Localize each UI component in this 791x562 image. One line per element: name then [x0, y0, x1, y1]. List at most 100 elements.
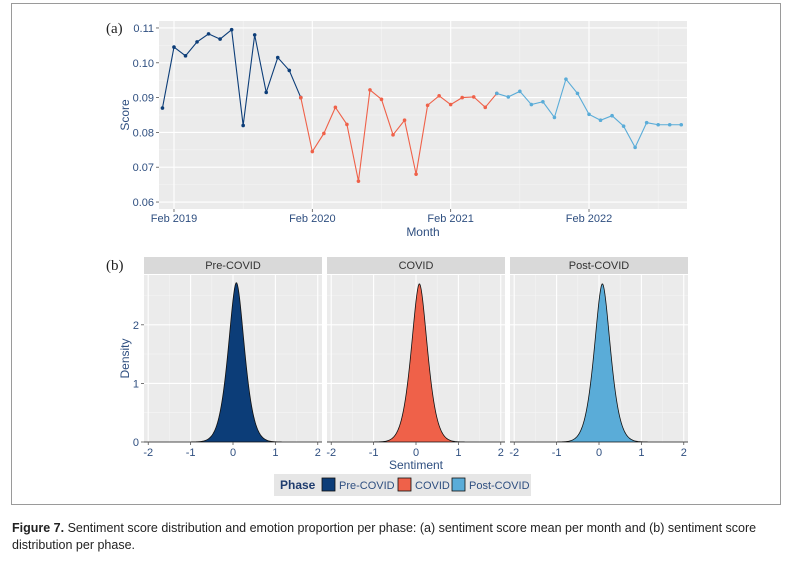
x-tick-label: 2	[498, 447, 504, 459]
chart-b-density-facets: Pre-COVID -2 -1 0 1 2 0 1 2 COVID -2 -1 0 1 2 Post-COVI…	[106, 257, 688, 472]
facet-strip-label: Post-COVID	[569, 260, 630, 272]
y-tick-label: 0.09	[133, 93, 154, 105]
y-tick-label: 2	[133, 320, 139, 332]
y-tick-label: 0.07	[133, 162, 154, 174]
y-tick-label: 0.06	[133, 197, 154, 209]
x-tick-label: -1	[186, 447, 196, 459]
data-point	[414, 172, 418, 176]
facet-strip	[327, 257, 505, 274]
y-tick-label: 0.11	[133, 23, 154, 35]
figure-frame	[11, 3, 781, 505]
caption-label: Figure 7.	[12, 521, 65, 535]
y-axis-title: Score	[118, 99, 132, 131]
data-point	[518, 89, 522, 94]
data-point	[483, 105, 488, 110]
x-tick-label: 0	[230, 447, 236, 459]
data-point	[587, 112, 591, 117]
x-tick-label: 1	[272, 447, 278, 459]
data-point	[552, 115, 557, 120]
data-point	[402, 118, 407, 123]
data-point	[379, 97, 384, 102]
facet-post-covid: Post-COVID -2 -1 0 1 2	[509, 257, 688, 459]
data-point	[506, 95, 511, 99]
data-point	[460, 95, 464, 100]
x-tick-label: Feb 2020	[289, 213, 335, 225]
data-point	[160, 106, 165, 110]
facet-pre-covid: Pre-COVID -2 -1 0 1 2 0 1 2	[133, 257, 322, 459]
legend-label: COVID	[415, 480, 450, 492]
caption-text: Sentiment score distribution and emotion…	[12, 521, 757, 552]
y-axis-title: Density	[118, 338, 132, 378]
series-line-covid	[300, 88, 498, 182]
facet-strip-label: COVID	[399, 260, 434, 272]
data-point	[183, 54, 188, 58]
x-tick-label: -2	[143, 447, 153, 459]
data-point	[621, 124, 626, 128]
data-point	[425, 103, 430, 108]
data-point	[368, 88, 372, 92]
x-tick-label: 2	[315, 447, 321, 459]
figure-svg: 0.06 0.07 0.08 0.09 0.10 0.11 Feb 2019 Feb 2020…	[106, 21, 688, 496]
facet-covid: COVID -2 -1 0 1 2	[326, 257, 505, 459]
panel-tag-a: (a)	[106, 21, 123, 37]
data-point	[218, 37, 222, 41]
data-point	[598, 118, 603, 123]
data-point	[633, 145, 637, 150]
legend-swatch-pre-covid	[321, 477, 336, 492]
data-point	[471, 95, 476, 99]
x-tick-label: Feb 2019	[151, 213, 197, 225]
x-tick-label: 0	[596, 447, 602, 459]
data-point	[298, 95, 303, 100]
data-point	[345, 122, 349, 127]
x-tick-label: -1	[552, 447, 562, 459]
x-tick-label: 2	[681, 447, 687, 459]
data-point	[275, 55, 280, 60]
data-point	[679, 122, 684, 127]
legend-label: Post-COVID	[469, 480, 530, 492]
facet-strip-label: Pre-COVID	[205, 260, 261, 272]
data-point	[252, 33, 257, 37]
chart-a-monthly-score: 0.06 0.07 0.08 0.09 0.10 0.11 Feb 2019 Feb 2020…	[106, 21, 687, 239]
data-point	[229, 27, 234, 32]
data-point	[541, 99, 545, 104]
data-point	[333, 105, 338, 110]
data-point	[310, 149, 315, 154]
x-tick-label: 1	[455, 447, 461, 459]
legend-label: Pre-COVID	[339, 480, 395, 492]
legend-swatch-covid	[397, 477, 412, 492]
density-area-post-covid	[510, 283, 688, 443]
facet-strip	[144, 257, 322, 274]
phase-legend: Phase Pre-COVID COVID Post-COVID	[274, 474, 531, 496]
density-area-pre-covid	[144, 282, 322, 443]
density-area-covid	[327, 283, 505, 443]
panel-tag-b: (b)	[106, 258, 124, 274]
data-point	[656, 122, 660, 127]
x-tick-label: -1	[369, 447, 379, 459]
y-tick-label: 0	[133, 437, 139, 449]
data-point	[391, 133, 395, 137]
legend-swatch-post-covid	[451, 477, 466, 492]
y-tick-label: 0.08	[133, 127, 154, 139]
data-point	[610, 113, 614, 118]
data-point	[494, 91, 499, 96]
data-point	[575, 91, 580, 96]
figure-caption: Figure 7. Sentiment score distribution a…	[12, 520, 780, 554]
data-point	[564, 77, 568, 81]
data-point	[667, 122, 672, 127]
data-point	[644, 120, 649, 125]
y-tick-label: 0.10	[133, 58, 154, 70]
x-tick-label: 0	[413, 447, 419, 459]
x-axis-title: Sentiment	[389, 458, 444, 472]
data-point	[448, 102, 453, 107]
legend-title: Phase	[280, 478, 316, 492]
data-point	[241, 123, 245, 128]
data-point	[287, 68, 292, 73]
data-point	[172, 45, 176, 49]
data-point	[264, 90, 269, 95]
data-point	[356, 179, 361, 183]
x-tick-label: 1	[638, 447, 644, 459]
x-tick-label: Feb 2022	[566, 213, 612, 225]
data-point	[529, 102, 534, 107]
data-point	[195, 40, 199, 44]
x-tick-label: -2	[326, 447, 336, 459]
